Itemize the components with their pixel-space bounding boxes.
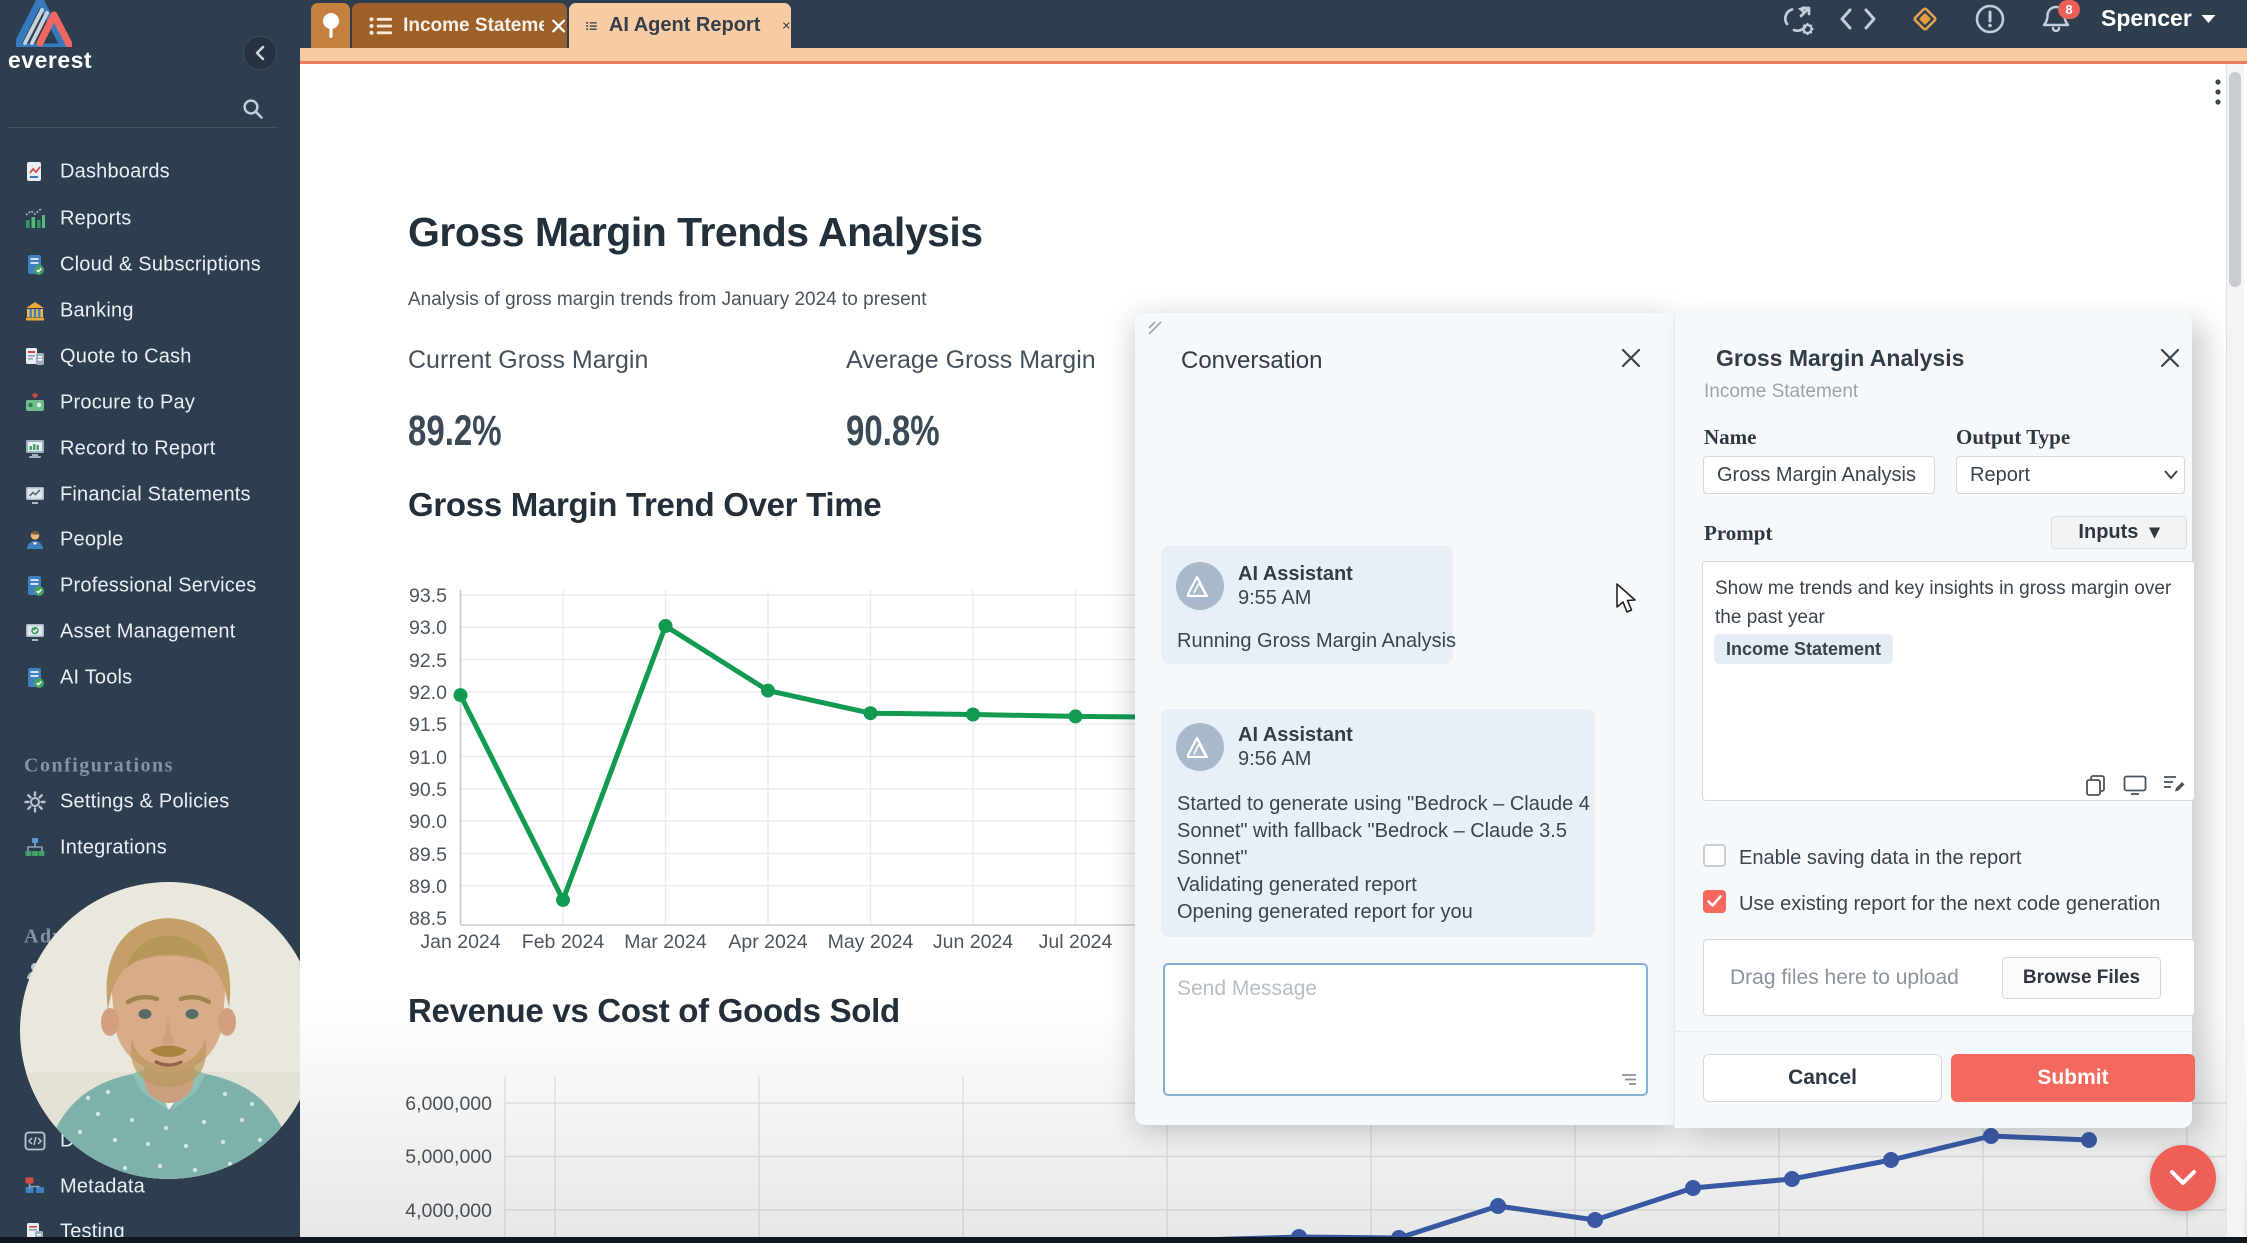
- svg-text:4,000,000: 4,000,000: [405, 1200, 492, 1222]
- svg-text:89.5: 89.5: [409, 844, 447, 866]
- svg-text:93.0: 93.0: [409, 617, 447, 639]
- svg-text:6,000,000: 6,000,000: [405, 1093, 492, 1115]
- svg-text:Apr 2024: Apr 2024: [728, 931, 807, 953]
- svg-text:Mar 2024: Mar 2024: [624, 931, 707, 953]
- svg-text:91.5: 91.5: [409, 714, 447, 736]
- svg-text:Feb 2024: Feb 2024: [522, 931, 605, 953]
- svg-text:88.5: 88.5: [409, 908, 447, 930]
- svg-text:93.5: 93.5: [409, 585, 447, 607]
- svg-text:91.0: 91.0: [409, 747, 447, 769]
- svg-text:90.5: 90.5: [409, 779, 447, 801]
- svg-text:90.0: 90.0: [409, 811, 447, 833]
- svg-text:Jan 2024: Jan 2024: [420, 931, 500, 953]
- svg-text:5,000,000: 5,000,000: [405, 1146, 492, 1168]
- svg-text:92.0: 92.0: [409, 682, 447, 704]
- svg-text:92.5: 92.5: [409, 650, 447, 672]
- svg-text:May 2024: May 2024: [828, 931, 914, 953]
- svg-text:89.0: 89.0: [409, 876, 447, 898]
- svg-text:Jun 2024: Jun 2024: [933, 931, 1013, 953]
- svg-text:Jul 2024: Jul 2024: [1039, 931, 1113, 953]
